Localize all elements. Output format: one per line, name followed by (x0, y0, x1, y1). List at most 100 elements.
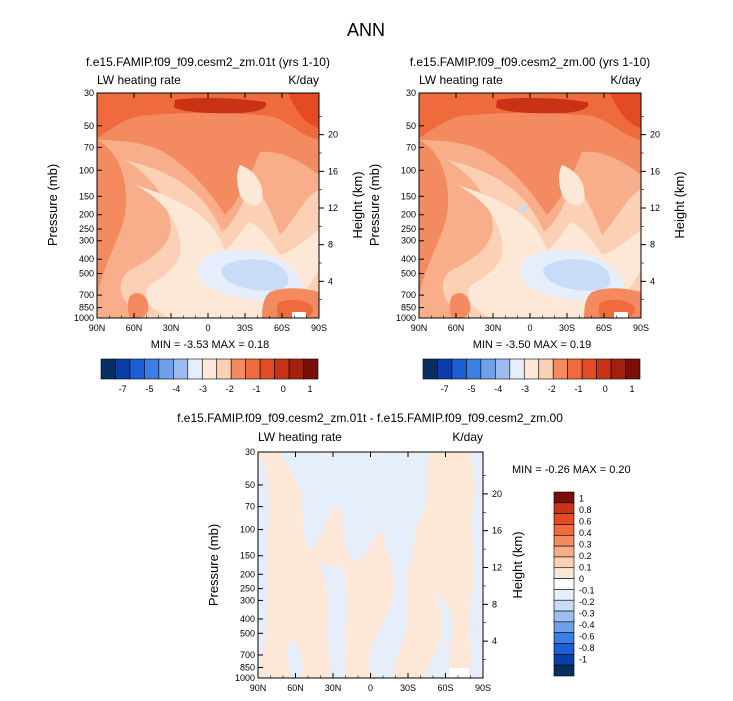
colorbar-box (581, 358, 597, 380)
colorbar-label: 0 (281, 384, 286, 394)
panel-3-y2label: Height (km) (510, 531, 525, 598)
x-tick-label: 90N (89, 323, 106, 333)
colorbar-box (158, 358, 174, 380)
contour-band (288, 93, 319, 128)
colorbar-box (259, 358, 275, 380)
contour-band (519, 203, 526, 214)
y-tick-label: 150 (401, 191, 416, 201)
colorbar-label: 0.4 (579, 528, 592, 538)
colorbar-label: -2 (226, 384, 234, 394)
contour-band (127, 293, 149, 318)
y-tick-label: 400 (79, 254, 94, 264)
panel-1: f.e15.FAMIP.f09_f09.cesm2_zm.01t (yrs 1-… (45, 55, 365, 394)
y2-tick-label: 8 (650, 240, 655, 250)
colorbar-label: -3 (521, 384, 529, 394)
x-tick-label: 90N (250, 683, 267, 693)
colorbar-box (303, 358, 319, 380)
y-tick-label: 50 (245, 480, 255, 490)
y2-tick-label: 8 (492, 599, 497, 609)
colorbar-label: 1 (630, 384, 635, 394)
colorbar-label: 1 (579, 493, 584, 503)
contour-band (280, 452, 430, 575)
y-tick-label: 700 (79, 290, 94, 300)
colorbar-box (115, 358, 131, 380)
colorbar-label: -1 (575, 384, 583, 394)
panel-2-axes: 90N 60N 30N 0 30S 60S 90S 30 50 70 100 150 200 250 300… (396, 88, 660, 333)
colorbar-label: 0.3 (579, 539, 592, 549)
colorbar-label: 1 (308, 384, 313, 394)
colorbar-label: -1 (579, 654, 587, 664)
y-tick-label: 300 (240, 595, 255, 605)
colorbar-box (553, 610, 575, 623)
panel-3-stats: MIN = -0.26 MAX = 0.20 (512, 464, 631, 476)
panel-2-ylabel: Pressure (mb) (367, 164, 382, 246)
x-tick-label: 90N (411, 323, 428, 333)
y-tick-label: 850 (79, 303, 94, 313)
colorbar-box (274, 358, 290, 380)
colorbar-box (596, 358, 612, 380)
panel-1-ylabel: Pressure (mb) (45, 164, 60, 246)
colorbar-label: 0 (603, 384, 608, 394)
colorbar-box (451, 358, 467, 380)
y-tick-label: 500 (240, 628, 255, 638)
contour-band (610, 93, 641, 128)
y-tick-label: 30 (84, 88, 94, 98)
panel-3-ylabel: Pressure (mb) (206, 524, 221, 606)
panel-2-variable: LW heating rate (419, 73, 503, 87)
panel-1-units: K/day (288, 73, 319, 87)
y2-tick-label: 8 (328, 240, 333, 250)
x-tick-label: 60N (287, 683, 304, 693)
panel-2-units: K/day (610, 73, 641, 87)
panel-3-field (258, 452, 483, 678)
y-tick-label: 30 (406, 88, 416, 98)
colorbar-box (437, 358, 453, 380)
colorbar-box (553, 491, 575, 504)
colorbar-box (553, 567, 575, 579)
x-tick-label: 90S (311, 323, 327, 333)
contour-band (469, 452, 483, 678)
contour-band (368, 540, 408, 678)
colorbar-box (553, 545, 575, 558)
x-tick-label: 30S (400, 683, 416, 693)
y2-tick-label: 20 (328, 130, 338, 140)
panel-3-variable: LW heating rate (258, 430, 342, 444)
colorbar-box (288, 358, 304, 380)
colorbar-box (553, 654, 575, 666)
y-tick-label: 250 (79, 224, 94, 234)
colorbar-box (553, 621, 575, 634)
colorbar-box (553, 534, 575, 547)
y-tick-label: 50 (84, 121, 94, 131)
colorbar-box (625, 358, 641, 380)
colorbar-label: 0.8 (579, 505, 592, 515)
y2-tick-label: 20 (492, 489, 502, 499)
colorbar-box (552, 358, 568, 380)
colorbar-label: -7 (441, 384, 449, 394)
y-tick-label: 200 (401, 210, 416, 220)
colorbar-label: -0.3 (579, 608, 595, 618)
colorbar-label: 0.1 (579, 562, 592, 572)
panel-2-stats: MIN = -3.50 MAX = 0.19 (473, 339, 592, 351)
y2-tick-label: 4 (650, 276, 655, 286)
panel-3-units: K/day (452, 430, 483, 444)
y-tick-label: 700 (240, 650, 255, 660)
x-tick-label: 90S (633, 323, 649, 333)
colorbar-label: -7 (119, 384, 127, 394)
panel-1-field (97, 93, 319, 318)
y-tick-label: 30 (245, 447, 255, 457)
y-tick-label: 70 (84, 142, 94, 152)
x-tick-label: 60N (448, 323, 465, 333)
x-tick-label: 30S (559, 323, 575, 333)
y-tick-label: 250 (401, 224, 416, 234)
panel-2-title: f.e15.FAMIP.f09_f09.cesm2_zm.00 (yrs 1-1… (410, 55, 651, 69)
missing-data (292, 312, 306, 318)
missing-data (449, 668, 469, 678)
y2-tick-label: 16 (492, 526, 502, 536)
colorbar-box (230, 358, 246, 380)
colorbar-box (553, 513, 575, 525)
colorbar-label: -4 (494, 384, 502, 394)
contour-band (287, 640, 303, 678)
colorbar-box (553, 632, 575, 644)
contour-band (174, 97, 267, 114)
x-tick-label: 30N (485, 323, 502, 333)
